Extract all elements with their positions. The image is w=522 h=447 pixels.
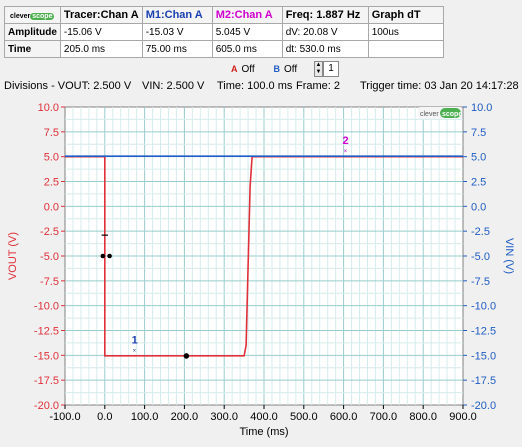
tracer-dot [183,353,190,359]
table-row: Amplitude -15.06 V -15.03 V 5.045 V dV: … [4,23,444,41]
svg-text:clever: clever [420,111,439,118]
cell-m2-amplitude: 5.045 V [211,23,283,41]
y-tick-label-right: -15.0 [471,350,496,362]
x-axis-label: Time (ms) [239,426,288,438]
frame-stepper-value[interactable]: 1 [323,61,339,77]
trigger-dot [107,253,112,259]
x-tick-label: 600.0 [330,411,358,423]
y-tick-label-left: -7.5 [40,276,59,288]
x-tick-label: 500.0 [290,411,318,423]
marker-b-state[interactable]: Off [284,63,298,75]
x-tick-label: 300.0 [210,411,238,423]
y-tick-label-right: -10.0 [471,301,496,313]
y-tick-label-right: -17.5 [471,375,496,387]
y-tick-label-right: 5.0 [471,152,486,164]
y-tick-label-right: -20.0 [471,400,496,412]
row-label-time: Time [4,40,61,58]
header-m2: M2:Chan A [211,6,283,24]
cleverscope-logo: clever scope [8,12,57,21]
trace-layer [65,155,463,357]
cell-tracer-amplitude: -15.06 V [59,23,143,41]
axis-ticks: 10.0 10.07.5 7.55.0 5.02.5 2.50.0 0.0-2.5 -2.5… [34,102,496,423]
y-tick-label-left: 10.0 [38,102,59,114]
marker-toggles: A Off B Off ▲ ▼ 1 [231,61,339,77]
x-tick-label: 0.0 [97,411,112,423]
header-tracer: Tracer:Chan A [59,6,143,24]
trace-vout [65,155,463,357]
y-tick-label-right: -2.5 [471,226,490,238]
marker-b-toggle-icon[interactable]: B [273,64,281,74]
svg-text:scope: scope [442,111,462,118]
x-tick-label: 100.0 [131,411,159,423]
cell-dv: dV: 20.08 V [281,23,369,41]
divisions-time: Time: 100.0 ms [217,80,293,92]
marker-label: 2 [343,135,349,147]
x-tick-label: 700.0 [370,411,398,423]
y-axis-label-left: VOUT (V) [7,232,19,280]
header-freq: Freq: 1.887 Hz [281,6,369,24]
y-tick-label-left: -12.5 [34,326,59,338]
header-m1: M1:Chan A [141,6,213,24]
x-tick-label: 900.0 [449,411,477,423]
stepper-arrows-icon[interactable]: ▲ ▼ [314,61,323,77]
y-tick-label-left: -5.0 [40,251,59,263]
y-tick-label-right: 10.0 [471,102,492,114]
y-tick-label-left: -10.0 [34,301,59,313]
y-tick-label-left: -17.5 [34,375,59,387]
cell-empty [367,40,444,58]
y-tick-label-right: -12.5 [471,326,496,338]
marker-a-toggle-icon[interactable]: A [231,64,238,74]
y-tick-label-left: -2.5 [40,226,59,238]
cell-m1-amplitude: -15.03 V [141,23,213,41]
row-label-amplitude: Amplitude [4,23,61,41]
trigger-dot [100,253,106,259]
cell-graph-dt: 100us [367,23,444,41]
y-tick-label-right: 0.0 [471,201,486,213]
y-tick-label-left: 2.5 [44,177,59,189]
watermark-logo: clever scope [418,107,462,119]
y-tick-label-right: 7.5 [471,127,486,139]
y-tick-label-right: -5.0 [471,251,490,263]
header-graph-dt: Graph dT [367,6,444,24]
y-tick-label-right: 2.5 [471,177,486,189]
x-tick-label: -100.0 [49,411,80,423]
y-axis-label-right: VIN (V) [503,238,515,274]
x-tick-label: 800.0 [409,411,437,423]
divisions-vout: Divisions - VOUT: 2.500 V [4,80,132,92]
y-tick-label-left: 7.5 [44,127,59,139]
marker-cross: × [344,149,348,155]
marker-a-state[interactable]: Off [241,63,255,75]
y-tick-label-left: 0.0 [44,201,59,213]
cell-tracer-time: 205.0 ms [59,40,143,58]
cell-dt: dt: 530.0 ms [281,40,369,58]
divisions-vin: VIN: 2.500 V [142,80,205,92]
frame-number: Frame: 2 [296,80,341,92]
cell-m1-time: 75.00 ms [141,40,213,58]
y-tick-label-left: -15.0 [34,350,59,362]
frame-stepper[interactable]: ▲ ▼ 1 [314,61,339,77]
table-logo-cell: clever scope [4,6,61,24]
x-tick-label: 200.0 [171,411,199,423]
marker-label: 1 [132,335,138,347]
y-tick-label-left: 5.0 [44,152,59,164]
table-row: Time 205.0 ms 75.00 ms 605.0 ms dt: 530.… [4,40,444,58]
y-tick-label-right: -7.5 [471,276,490,288]
x-tick-label: 400.0 [250,411,278,423]
cell-m2-time: 605.0 ms [211,40,283,58]
marker-layer: × 1 × 2 [100,135,349,359]
trigger-time: Trigger time: 03 Jan 20 14:17:28 [360,80,519,92]
scope-plot[interactable]: 10.0 10.07.5 7.55.0 5.02.5 2.50.0 0.0-2.5 -2.5… [0,96,522,447]
y-tick-label-left: -20.0 [34,400,59,412]
marker-cross: × [133,349,137,355]
measurement-table: clever scope Tracer:Chan A M1:Chan A M2:C… [4,6,444,58]
